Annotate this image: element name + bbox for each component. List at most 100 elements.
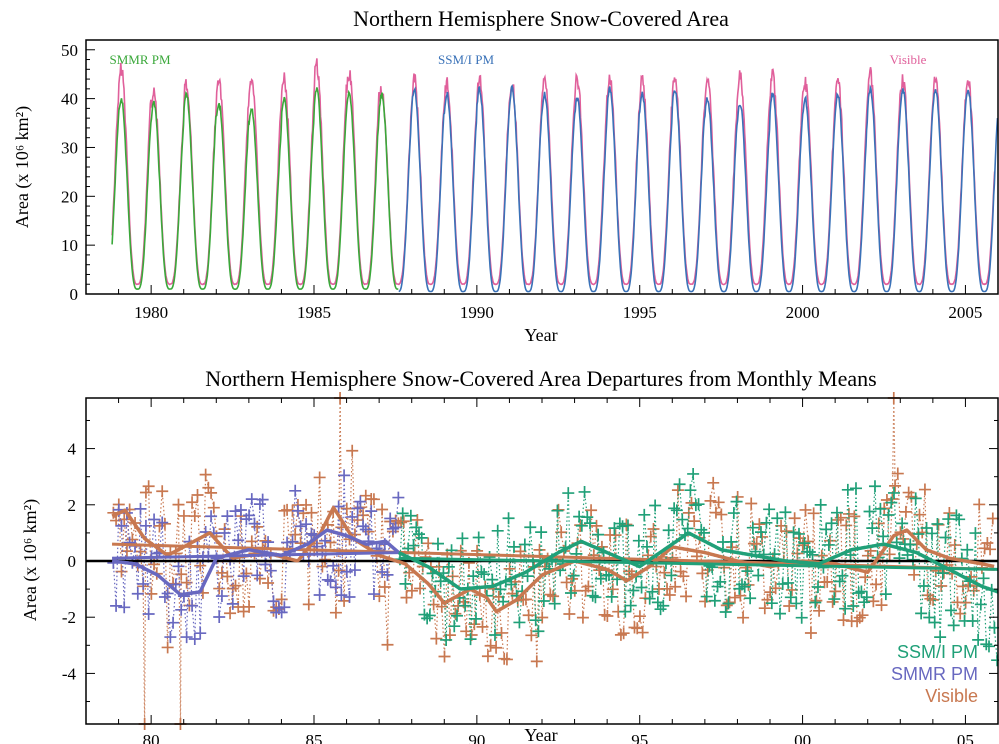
bottom-series-marker [226, 582, 239, 595]
bottom-series-marker [411, 513, 424, 526]
bottom-series-marker [624, 599, 637, 612]
top-y-tick-label: 20 [61, 187, 78, 206]
bottom-series-marker [395, 516, 408, 529]
bottom-series-marker [734, 589, 747, 602]
bottom-series-marker [752, 569, 765, 582]
bottom-series-marker [357, 520, 370, 533]
bottom-series-marker [524, 521, 537, 534]
bottom-series-marker [860, 591, 873, 604]
top-x-tick-label: 1980 [134, 303, 168, 322]
bottom-series-marker [237, 570, 250, 583]
bottom-series-marker [177, 590, 190, 603]
bottom-series-marker [256, 493, 269, 506]
bottom-series-marker [275, 606, 288, 619]
bottom-series-marker [696, 567, 709, 580]
bottom-series-marker [708, 594, 721, 607]
bottom-series-marker [676, 513, 689, 526]
bottom-series-marker [649, 499, 662, 512]
bottom-series-marker [791, 547, 804, 560]
bottom-series-marker [753, 518, 766, 531]
bottom-series-marker [973, 498, 986, 511]
bottom-series-marker [533, 543, 546, 556]
bottom-series-marker [670, 504, 683, 517]
bottom-series-marker [771, 512, 784, 525]
bottom-series-marker [513, 616, 526, 629]
bottom-series-marker [245, 493, 258, 506]
bottom-series-marker [438, 650, 451, 663]
bottom-series-marker [110, 599, 123, 612]
bottom-series-marker [134, 545, 147, 558]
bottom-series-marker [943, 507, 956, 520]
bottom-series-marker [986, 512, 999, 525]
bottom-series-marker [806, 548, 819, 561]
bottom-series-marker [972, 633, 985, 646]
bottom-series-marker [555, 526, 568, 539]
bottom-series-marker [909, 492, 922, 505]
bottom-series-marker [669, 580, 682, 593]
bottom-series-trend-line [112, 551, 399, 560]
bottom-series-marker [384, 512, 397, 525]
bottom-series-marker [673, 478, 686, 491]
bottom-series-marker [677, 570, 690, 583]
bottom-series-marker [400, 591, 413, 604]
bottom-series-marker [576, 611, 589, 624]
bottom-series-marker [737, 611, 750, 624]
bottom-series-marker [657, 599, 670, 612]
bottom-series-marker [867, 595, 880, 608]
bottom-series-marker [828, 593, 841, 606]
bottom-series-marker [357, 509, 370, 522]
bottom-series-marker [758, 602, 771, 615]
bottom-series-marker [863, 505, 876, 518]
bottom-series-marker [798, 537, 811, 550]
bottom-series-marker [123, 536, 136, 549]
bottom-series-marker [969, 527, 982, 540]
bottom-series-marker [852, 587, 865, 600]
bottom-series-marker [779, 506, 792, 519]
top-y-tick-label: 40 [61, 90, 78, 109]
bottom-series-marker [161, 641, 174, 654]
bottom-series-marker [785, 583, 798, 596]
bottom-series-marker [974, 598, 987, 611]
bottom-series-marker [879, 588, 892, 601]
bottom-panel: Northern Hemisphere Snow-Covered Area De… [20, 366, 999, 744]
bottom-y-axis: -4 -2 0 2 4 [62, 419, 998, 703]
bottom-series-marker [399, 577, 412, 590]
bottom-series-marker [530, 655, 543, 668]
bottom-series-dotted-line [112, 475, 399, 640]
bottom-series-marker [700, 590, 713, 603]
bottom-series-marker [978, 542, 991, 555]
bottom-y-tick-label: -2 [62, 608, 76, 627]
bottom-series-marker [218, 527, 231, 540]
bottom-series-marker [720, 599, 733, 612]
bottom-series-dotted-line [399, 473, 998, 661]
bottom-series-marker [918, 483, 931, 496]
bottom-series-marker [305, 506, 318, 519]
bottom-series-marker [697, 526, 710, 539]
bottom-series-marker [213, 582, 226, 595]
bottom-series-marker [704, 494, 717, 507]
bottom-plot-area [86, 392, 999, 730]
bottom-series-marker [532, 625, 545, 638]
bottom-series-marker [175, 603, 188, 616]
bottom-series-marker [207, 501, 220, 514]
bottom-series-marker [321, 573, 334, 586]
bottom-series-marker [896, 517, 909, 530]
bottom-series-marker [807, 507, 820, 520]
bottom-series-marker [647, 522, 660, 535]
bottom-series-marker [525, 629, 538, 642]
bottom-series-marker [885, 496, 898, 509]
bottom-series-marker [291, 504, 304, 517]
bottom-series-marker [605, 590, 618, 603]
bottom-series-marker [500, 653, 513, 666]
bottom-series-marker [404, 509, 417, 522]
bottom-series-marker [837, 614, 850, 627]
bottom-series-marker [164, 631, 177, 644]
bottom-series-marker [687, 467, 700, 480]
bottom-series-marker [635, 581, 648, 594]
bottom-series-marker [613, 517, 626, 530]
bottom-series-marker [928, 616, 941, 629]
bottom-legend-visible: Visible [925, 686, 978, 706]
bottom-series-marker [847, 599, 860, 612]
bottom-series-marker [813, 604, 826, 617]
